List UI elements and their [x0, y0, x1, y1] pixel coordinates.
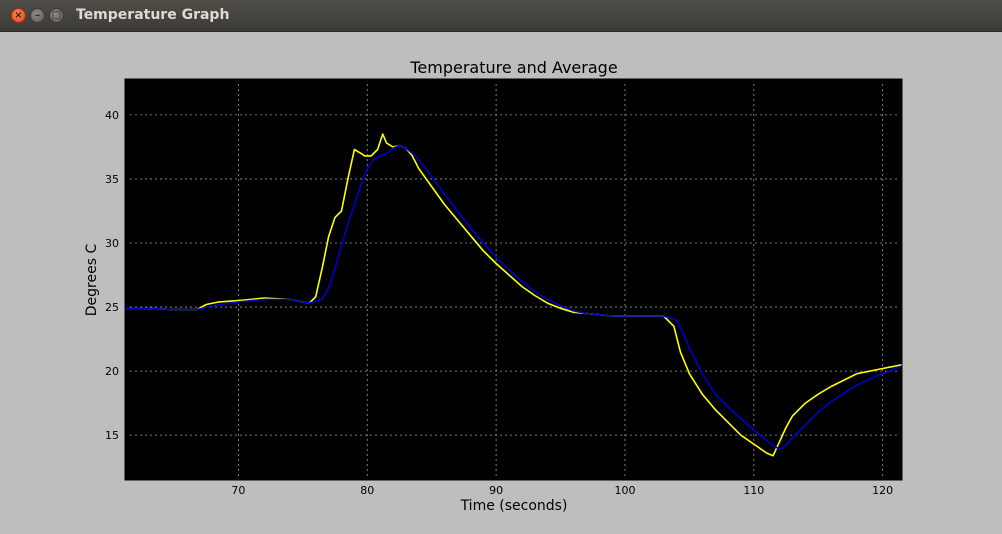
x-tick-label: 70	[231, 484, 245, 497]
x-tick-label: 110	[743, 484, 764, 497]
x-tick-label: 80	[360, 484, 374, 497]
x-tick-label: 100	[614, 484, 635, 497]
x-tick-label: 90	[489, 484, 503, 497]
maximize-window-button[interactable]: □	[49, 8, 64, 23]
average-line	[125, 144, 903, 451]
y-tick-label: 15	[105, 429, 119, 442]
temperature-chart: Temperature and Average 70 80 90 100 110 120 1…	[84, 58, 903, 514]
grid-lines	[125, 79, 902, 480]
chart-title: Temperature and Average	[409, 58, 617, 77]
y-tick-label: 25	[105, 301, 119, 314]
temperature-line	[125, 133, 903, 457]
close-window-button[interactable]: ×	[11, 8, 26, 23]
figure-canvas: Temperature and Average 70 80 90 100 110 120 1…	[1, 32, 1001, 530]
y-tick-label: 30	[105, 237, 119, 250]
y-tick-label: 20	[105, 365, 119, 378]
y-tick-label: 40	[105, 109, 119, 122]
plot-frame	[124, 78, 903, 481]
data-series	[125, 133, 903, 457]
x-axis-label: Time (seconds)	[460, 498, 568, 514]
y-tick-label: 35	[105, 173, 119, 186]
axis-ticks: 70 80 90 100 110 120 15 20 25 30 35 40	[105, 79, 902, 497]
minimize-window-button[interactable]: –	[30, 8, 45, 23]
x-tick-label: 120	[872, 484, 893, 497]
window-title: Temperature Graph	[76, 7, 230, 23]
y-axis-label: Degrees C	[84, 244, 100, 317]
window-titlebar[interactable]: × – □ Temperature Graph	[0, 0, 1002, 32]
